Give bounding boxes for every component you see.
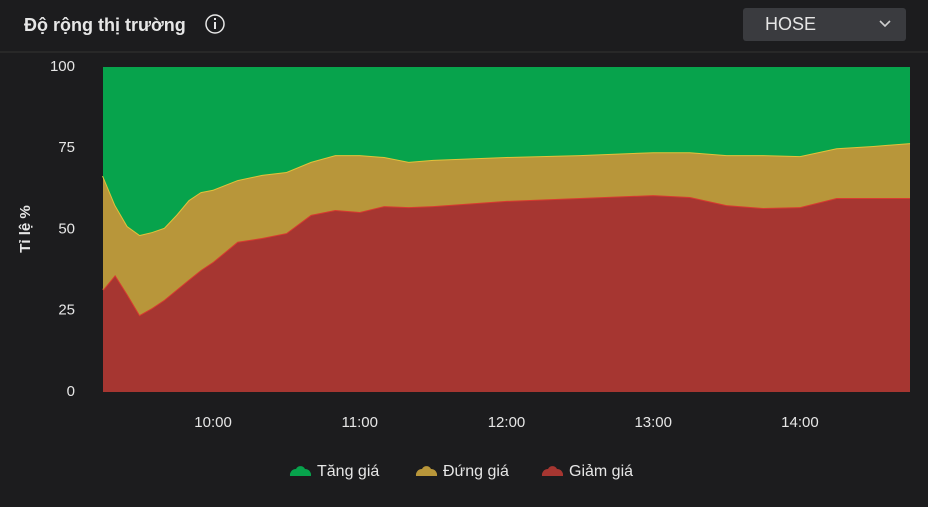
x-tick-label: 11:00 — [342, 414, 378, 431]
y-tick-label: 0 — [67, 383, 75, 400]
legend-marker — [541, 466, 564, 476]
legend-item[interactable]: Đứng giá — [415, 463, 509, 480]
legend-label: Tăng giá — [317, 463, 379, 480]
legend-marker — [415, 466, 438, 476]
info-icon[interactable] — [205, 14, 225, 34]
legend-label: Đứng giá — [443, 463, 509, 480]
dropdown-label: HOSE — [765, 14, 816, 34]
legend-item[interactable]: Tăng giá — [289, 463, 379, 480]
legend-label: Giảm giá — [569, 463, 633, 480]
x-tick-label: 13:00 — [634, 414, 672, 431]
legend-item[interactable]: Giảm giá — [541, 463, 633, 480]
chart-title: Độ rộng thị trường — [24, 15, 186, 35]
y-axis-label: Tỉ lệ % — [17, 205, 34, 253]
area — [103, 195, 910, 392]
area — [103, 67, 910, 235]
y-tick-label: 50 — [58, 220, 75, 237]
exchange-dropdown[interactable]: HOSE — [743, 8, 906, 41]
y-tick-label: 100 — [50, 58, 75, 75]
y-tick-label: 75 — [58, 139, 75, 156]
legend-marker — [289, 466, 312, 476]
x-tick-label: 12:00 — [488, 414, 526, 431]
x-tick-label: 10:00 — [194, 414, 232, 431]
y-tick-label: 25 — [58, 302, 75, 319]
area — [103, 143, 910, 315]
x-tick-label: 14:00 — [781, 414, 819, 431]
